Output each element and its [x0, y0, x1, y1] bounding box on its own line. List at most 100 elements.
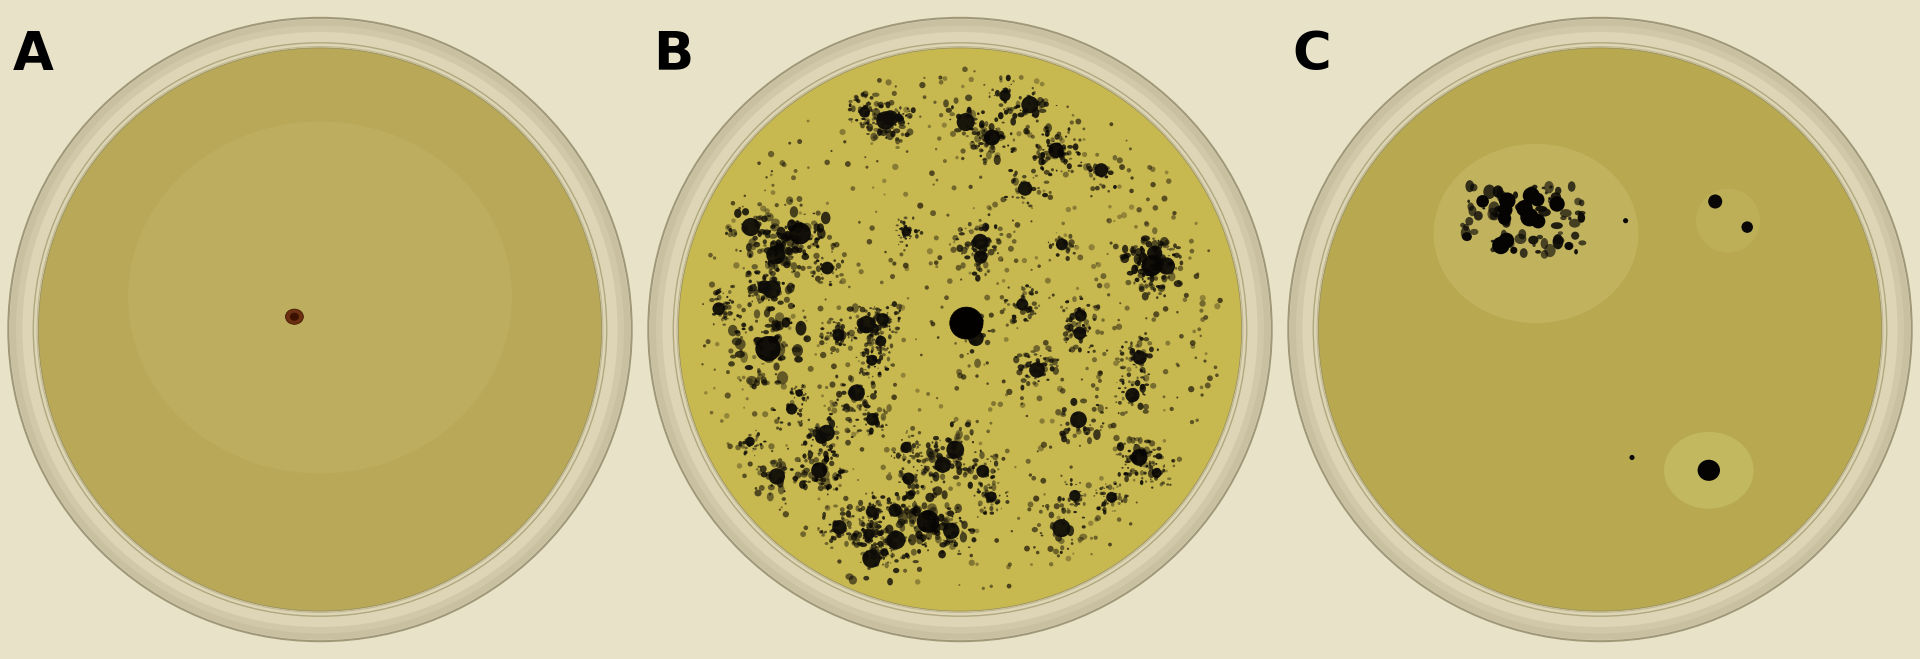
Ellipse shape — [803, 440, 808, 445]
Ellipse shape — [820, 352, 826, 358]
Ellipse shape — [755, 445, 756, 447]
Ellipse shape — [831, 247, 833, 250]
Ellipse shape — [958, 373, 964, 378]
Ellipse shape — [900, 132, 904, 136]
Ellipse shape — [887, 334, 891, 339]
Ellipse shape — [1200, 317, 1206, 322]
Ellipse shape — [745, 397, 749, 400]
Ellipse shape — [1066, 207, 1071, 212]
Ellipse shape — [1083, 327, 1087, 332]
Ellipse shape — [820, 436, 824, 442]
Ellipse shape — [785, 403, 797, 415]
Ellipse shape — [1140, 246, 1144, 250]
Ellipse shape — [1073, 308, 1079, 314]
Ellipse shape — [908, 435, 910, 438]
Ellipse shape — [1123, 252, 1131, 258]
Ellipse shape — [977, 132, 979, 136]
Ellipse shape — [872, 346, 874, 349]
Ellipse shape — [290, 312, 300, 321]
Ellipse shape — [881, 429, 883, 430]
Ellipse shape — [902, 445, 910, 451]
Ellipse shape — [1041, 532, 1043, 534]
Ellipse shape — [1208, 249, 1210, 252]
Ellipse shape — [1010, 132, 1012, 135]
Ellipse shape — [1127, 168, 1131, 173]
Ellipse shape — [895, 492, 899, 496]
Ellipse shape — [868, 430, 872, 433]
Ellipse shape — [981, 250, 985, 256]
Ellipse shape — [962, 463, 966, 466]
Ellipse shape — [768, 248, 772, 252]
Ellipse shape — [749, 384, 755, 388]
Ellipse shape — [995, 461, 998, 467]
Ellipse shape — [1171, 248, 1175, 250]
Ellipse shape — [820, 268, 824, 270]
Ellipse shape — [1140, 266, 1144, 272]
Ellipse shape — [760, 349, 762, 351]
Ellipse shape — [904, 507, 908, 511]
Ellipse shape — [741, 208, 749, 215]
Ellipse shape — [1079, 295, 1083, 298]
Ellipse shape — [1027, 183, 1029, 184]
Ellipse shape — [1106, 218, 1112, 223]
Ellipse shape — [770, 240, 778, 251]
Ellipse shape — [1031, 527, 1039, 532]
Ellipse shape — [968, 107, 972, 113]
Ellipse shape — [1517, 200, 1532, 217]
Ellipse shape — [1066, 256, 1069, 261]
Ellipse shape — [893, 568, 899, 573]
Ellipse shape — [958, 451, 964, 457]
Ellipse shape — [885, 525, 893, 534]
Ellipse shape — [1008, 562, 1012, 567]
Ellipse shape — [1117, 502, 1121, 505]
Ellipse shape — [864, 409, 868, 411]
Ellipse shape — [778, 416, 780, 420]
Ellipse shape — [1025, 362, 1031, 367]
Ellipse shape — [803, 455, 804, 457]
Ellipse shape — [1012, 80, 1014, 82]
Ellipse shape — [935, 448, 941, 451]
Ellipse shape — [1039, 109, 1046, 113]
Ellipse shape — [1037, 395, 1043, 401]
Ellipse shape — [1066, 248, 1069, 254]
Ellipse shape — [1144, 370, 1146, 374]
Ellipse shape — [914, 483, 918, 488]
Ellipse shape — [849, 285, 851, 288]
Ellipse shape — [791, 175, 797, 180]
Ellipse shape — [983, 495, 985, 496]
Ellipse shape — [1188, 256, 1192, 260]
Ellipse shape — [756, 272, 760, 275]
Ellipse shape — [960, 441, 962, 444]
Ellipse shape — [856, 431, 858, 434]
Ellipse shape — [1532, 185, 1538, 189]
Ellipse shape — [770, 271, 776, 276]
Ellipse shape — [766, 215, 772, 217]
Ellipse shape — [1073, 144, 1079, 150]
Ellipse shape — [1041, 442, 1046, 448]
Ellipse shape — [1148, 292, 1150, 295]
Ellipse shape — [1127, 449, 1131, 452]
Ellipse shape — [966, 94, 972, 101]
Ellipse shape — [975, 563, 979, 566]
Ellipse shape — [977, 482, 981, 486]
Ellipse shape — [870, 334, 874, 337]
Ellipse shape — [1217, 298, 1223, 303]
Ellipse shape — [1156, 447, 1162, 451]
Ellipse shape — [789, 390, 793, 395]
Ellipse shape — [806, 480, 810, 483]
Ellipse shape — [860, 561, 862, 563]
Ellipse shape — [972, 141, 973, 143]
Ellipse shape — [732, 301, 733, 304]
Ellipse shape — [998, 103, 1004, 107]
Ellipse shape — [1135, 268, 1139, 271]
Ellipse shape — [1079, 138, 1081, 142]
Ellipse shape — [829, 281, 831, 283]
Ellipse shape — [1173, 211, 1177, 215]
Ellipse shape — [1029, 287, 1031, 288]
Ellipse shape — [868, 433, 870, 436]
Ellipse shape — [914, 505, 922, 513]
Ellipse shape — [891, 130, 895, 137]
Ellipse shape — [1006, 389, 1012, 395]
Ellipse shape — [785, 409, 787, 411]
Ellipse shape — [774, 249, 780, 256]
